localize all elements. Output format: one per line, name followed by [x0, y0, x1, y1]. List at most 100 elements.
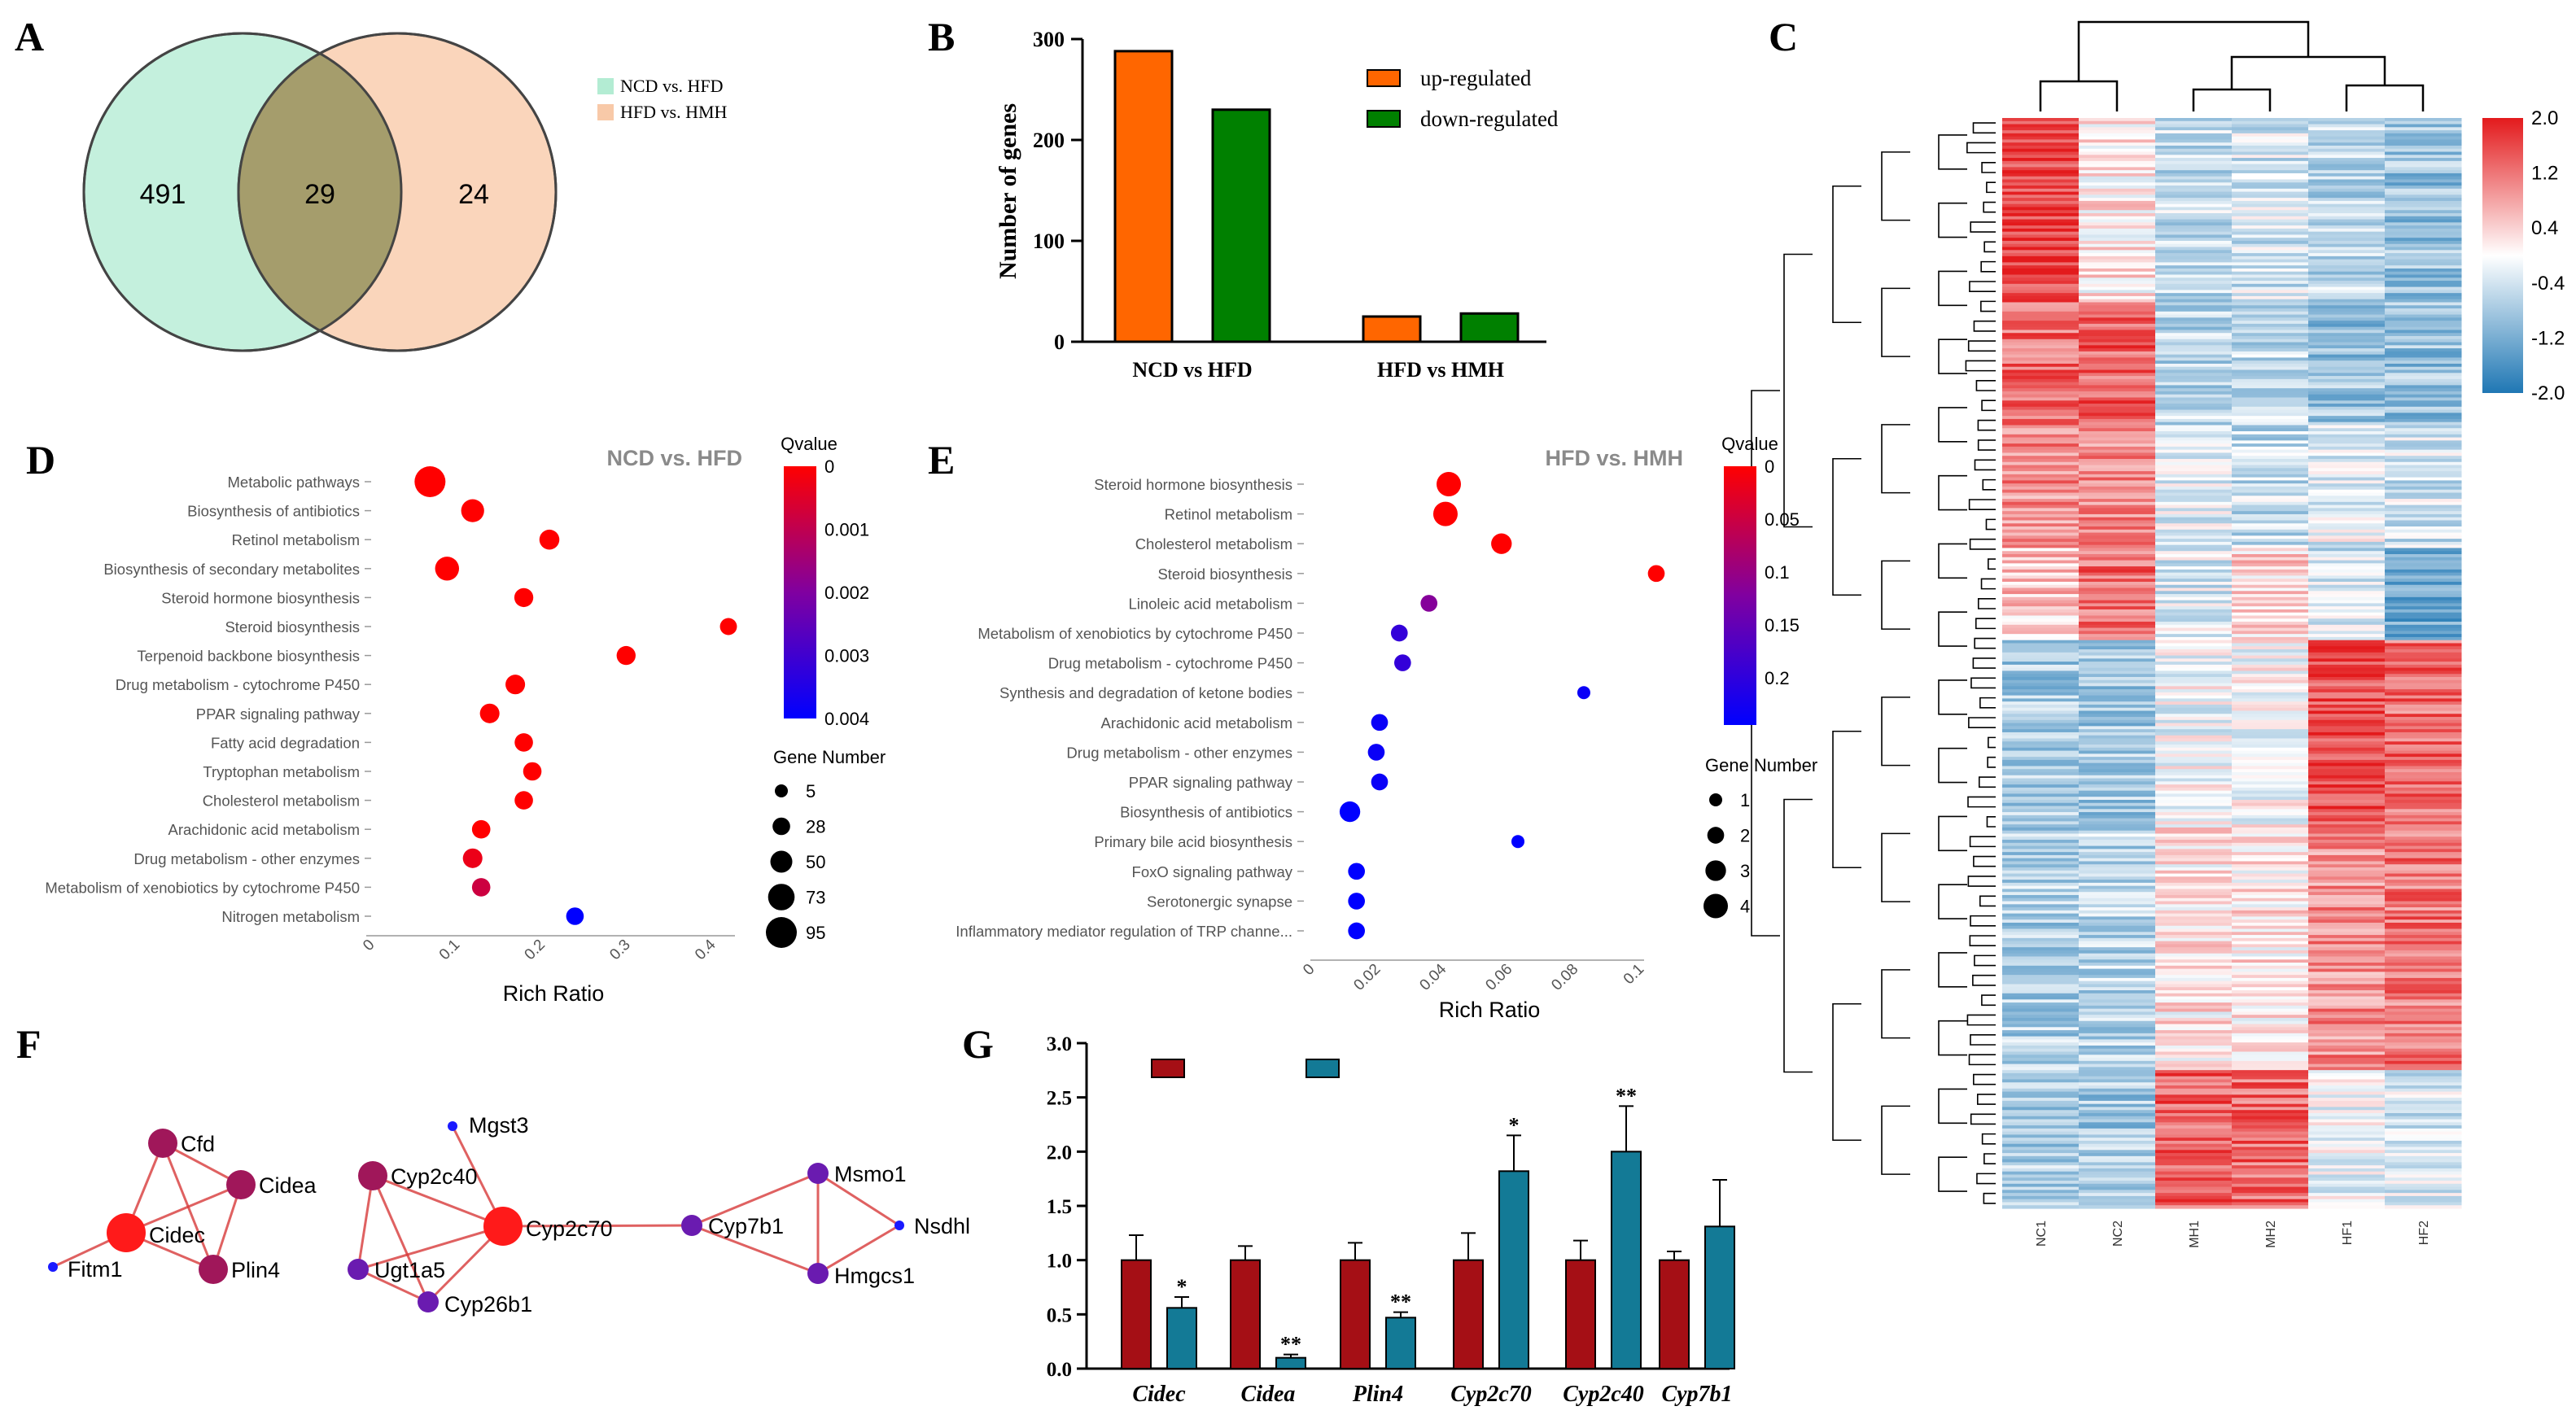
heatmap-cell: [2308, 806, 2386, 810]
heatmap-cell: [2155, 664, 2233, 669]
heatmap-cell: [2232, 323, 2309, 328]
heatmap-cell: [2002, 990, 2080, 994]
heatmap-cell: [2155, 1195, 2233, 1200]
heatmap-cell: [2155, 465, 2233, 469]
enrich-term-label: Steroid hormone biosynthesis: [161, 589, 360, 606]
heatmap-cell: [2308, 1091, 2386, 1095]
enrich-size-legend-label: 4: [1740, 897, 1750, 917]
heatmap-cell: [2232, 1098, 2309, 1102]
heatmap-cell: [2002, 941, 2080, 945]
heatmap-cell: [2155, 1143, 2233, 1148]
heatmap-cell: [2155, 1193, 2233, 1197]
heatmap-cell: [2232, 406, 2309, 411]
heatmap-cell: [2155, 139, 2233, 143]
heatmap-cell: [2308, 993, 2386, 998]
heatmap-cell: [2155, 1190, 2233, 1194]
heatmap-cell: [2385, 1171, 2462, 1176]
heatmap-cell: [2232, 984, 2309, 988]
heatmap-cell: [2385, 600, 2462, 604]
heatmap-cell: [2155, 336, 2233, 340]
heatmap-cell: [2385, 456, 2462, 460]
heatmap-cell: [2002, 499, 2080, 503]
heatmap-cell: [2079, 1177, 2156, 1181]
heatmap-cell: [2155, 176, 2233, 181]
heatmap-cell: [2079, 919, 2156, 924]
heatmap-cell: [2079, 333, 2156, 337]
heatmap-cell: [2385, 1088, 2462, 1093]
heatmap-cell: [2308, 1027, 2386, 1031]
heatmap-cell: [2232, 745, 2309, 749]
heatmap-column-label: NC2: [2111, 1221, 2125, 1247]
heatmap-cell: [2308, 1076, 2386, 1081]
heatmap-cell: [2155, 735, 2233, 740]
heatmap-cell: [2079, 461, 2156, 466]
heatmap-cell: [2308, 664, 2386, 669]
heatmap-cell: [2079, 354, 2156, 359]
heatmap-cell: [2079, 452, 2156, 456]
heatmap-cell: [2308, 1181, 2386, 1185]
enrich-dot: [471, 878, 491, 897]
heatmap-cell: [2232, 990, 2309, 994]
heatmap-cell: [2002, 622, 2080, 626]
heatmap-cell: [2155, 281, 2233, 285]
heatmap-cell: [2079, 483, 2156, 487]
heatmap-cell: [2385, 496, 2462, 500]
heatmap-cell: [2155, 698, 2233, 702]
bar-b-ytick-label: 200: [1033, 129, 1065, 152]
heatmap-cell: [2155, 290, 2233, 294]
heatmap-cell: [2079, 726, 2156, 730]
heatmap-cell: [2385, 812, 2462, 816]
heatmap-cell: [2155, 968, 2233, 972]
enrich-xtick-label: 0.04: [1416, 960, 1450, 994]
heatmap-cell: [2385, 1072, 2462, 1077]
heatmap-cell: [2002, 809, 2080, 813]
heatmap-cell: [2155, 461, 2233, 466]
heatmap-cell: [2308, 738, 2386, 742]
heatmap-cell: [2155, 333, 2233, 337]
enrich-size-legend-dot: [770, 850, 793, 873]
heatmap-cell: [2308, 323, 2386, 328]
heatmap-cell: [2232, 124, 2309, 128]
heatmap-cell: [2308, 118, 2386, 122]
heatmap-cell: [2155, 762, 2233, 767]
heatmap-cell: [2232, 1085, 2309, 1090]
heatmap-cell: [2308, 1205, 2386, 1209]
heatmap-cell: [2079, 544, 2156, 549]
heatmap-cell: [2079, 741, 2156, 745]
heatmap-cell: [2308, 646, 2386, 650]
heatmap-cell: [2155, 818, 2233, 822]
network-node-label: Mgst3: [469, 1113, 529, 1138]
heatmap-cell: [2079, 240, 2156, 245]
heatmap-cell: [2385, 674, 2462, 678]
heatmap-cell: [2308, 1186, 2386, 1190]
heatmap-cell: [2155, 431, 2233, 435]
heatmap-cell: [2385, 1027, 2462, 1031]
heatmap-cell: [2079, 1055, 2156, 1059]
heatmap-cell: [2079, 729, 2156, 733]
heatmap-cell: [2308, 655, 2386, 659]
heatmap-cell: [2232, 631, 2309, 635]
heatmap-cell: [2079, 158, 2156, 162]
heatmap-cell: [2079, 674, 2156, 678]
heatmap-cell: [2002, 461, 2080, 466]
heatmap-cell: [2155, 729, 2233, 733]
enrich-dot: [539, 529, 560, 550]
heatmap-cell: [2155, 873, 2233, 877]
heatmap-cell: [2308, 397, 2386, 401]
heatmap-cell: [2232, 176, 2309, 181]
heatmap-cell: [2232, 238, 2309, 242]
heatmap-cell: [2002, 827, 2080, 832]
heatmap-cell: [2385, 852, 2462, 856]
heatmap-cell: [2385, 809, 2462, 813]
heatmap-cell: [2079, 136, 2156, 141]
heatmap-cell: [2079, 480, 2156, 484]
heatmap-cell: [2155, 1159, 2233, 1163]
heatmap-cell: [2232, 216, 2309, 221]
heatmap-cell: [2232, 747, 2309, 752]
heatmap-cell: [2232, 1067, 2309, 1071]
bar-g-ytick-label: 1.0: [1047, 1251, 1072, 1273]
heatmap-cell: [2308, 581, 2386, 586]
heatmap-cell: [2308, 624, 2386, 629]
heatmap-cell: [2002, 345, 2080, 349]
heatmap-cell: [2385, 922, 2462, 927]
